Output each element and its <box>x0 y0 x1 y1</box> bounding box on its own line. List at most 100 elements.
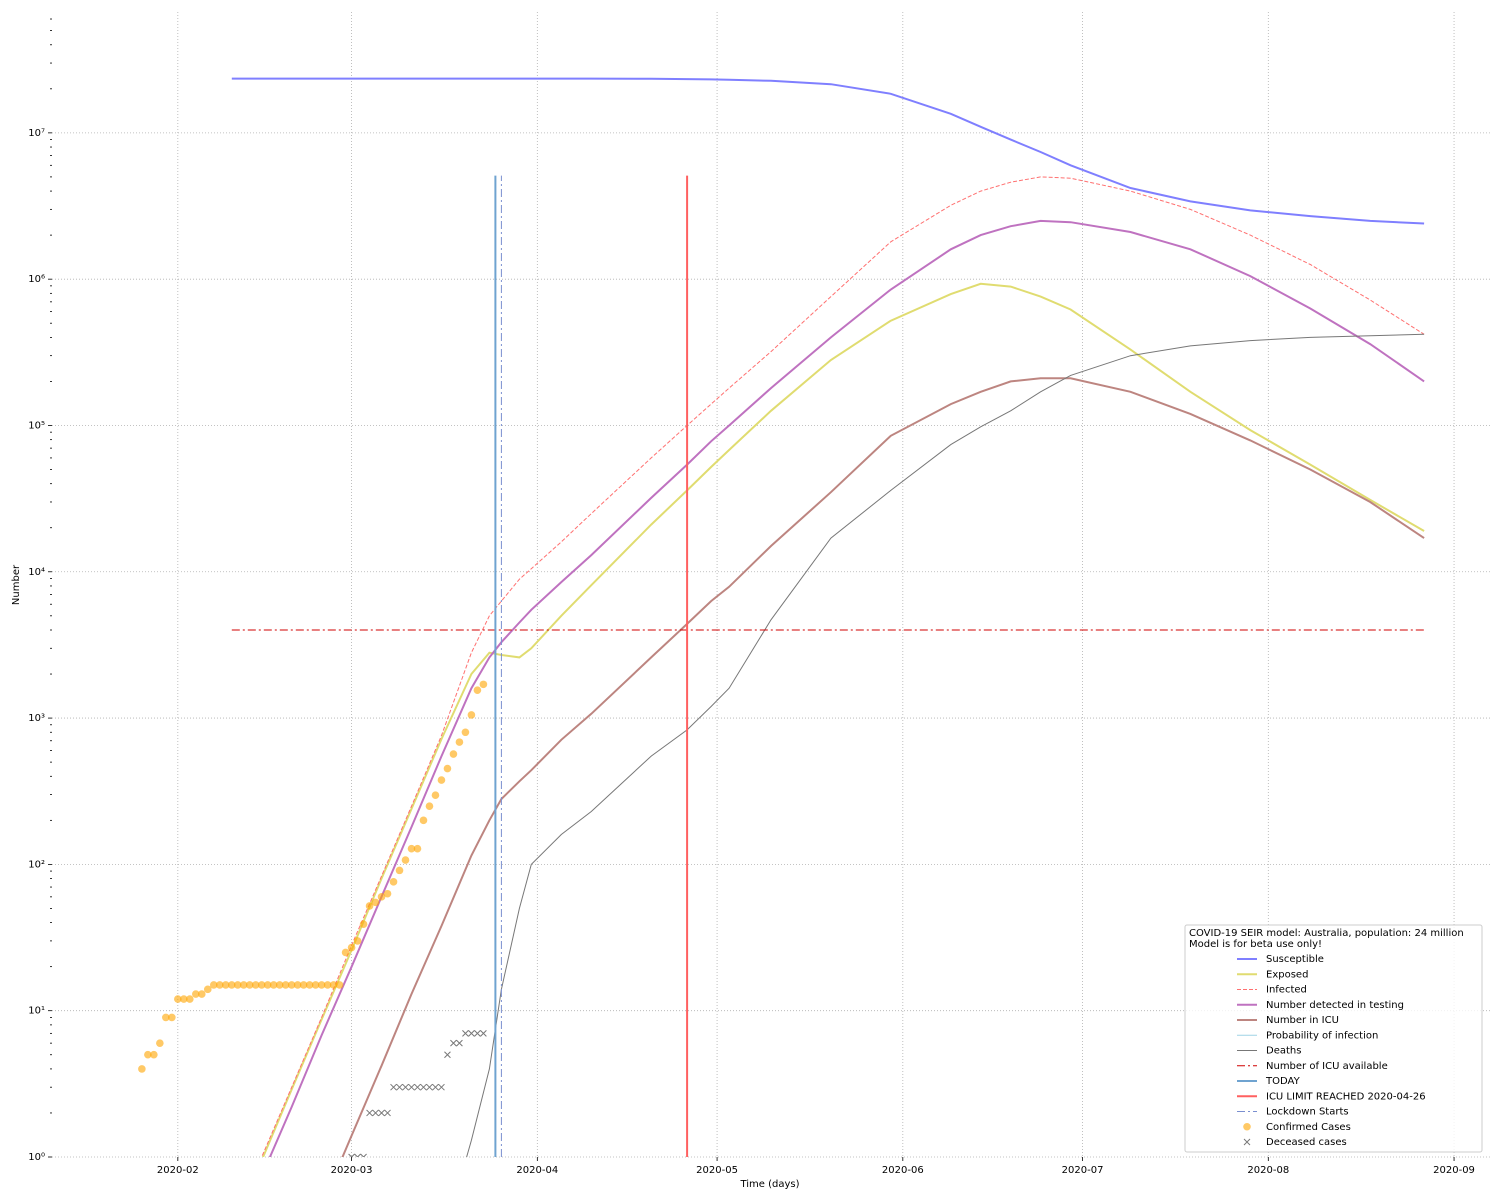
marker <box>462 1030 469 1037</box>
legend-label: Number of ICU available <box>1266 1061 1388 1072</box>
marker <box>407 844 416 853</box>
marker <box>461 728 470 737</box>
legend-label: Probability of infection <box>1266 1030 1378 1041</box>
y-tick-label: 10⁶ <box>28 274 45 285</box>
marker <box>299 981 308 989</box>
marker <box>455 738 464 746</box>
legend-label: Number detected in testing <box>1266 1000 1404 1011</box>
marker <box>389 878 398 886</box>
marker <box>479 680 488 689</box>
marker <box>174 995 182 1003</box>
marker <box>408 1083 415 1091</box>
marker <box>402 1083 409 1091</box>
marker <box>329 981 338 989</box>
marker <box>395 866 404 875</box>
marker <box>366 1109 373 1117</box>
axes: 10⁰ 10¹ 10² 10³ 10⁴ 10⁵ 10⁶ 10⁷ 2020-02 2020-03 20… <box>28 18 1475 1176</box>
marker <box>378 1109 385 1117</box>
marker <box>425 802 434 810</box>
marker <box>371 898 380 907</box>
marker <box>180 995 188 1003</box>
marker <box>360 1153 367 1157</box>
legend-subtitle: Model is for beta use only! <box>1189 939 1322 950</box>
legend-label: Infected <box>1266 985 1307 996</box>
marker <box>365 902 374 910</box>
marker <box>450 1039 457 1047</box>
marker <box>449 750 458 758</box>
plot-area <box>138 77 1425 1157</box>
x-tick-label: 2020-04 <box>516 1165 558 1176</box>
legend-box <box>1184 924 1483 1153</box>
marker <box>209 981 218 989</box>
marker <box>347 943 356 952</box>
marker <box>426 1083 433 1091</box>
x-axis-label: Time (days) <box>739 1179 799 1190</box>
marker <box>377 893 386 901</box>
marker <box>317 981 326 989</box>
marker <box>474 1030 481 1037</box>
y-tick-label: 10³ <box>28 713 45 724</box>
marker <box>432 1083 439 1091</box>
y-tick-label: 10² <box>28 859 45 870</box>
legend-label: Deceased cases <box>1266 1137 1347 1148</box>
legend-label: Deaths <box>1266 1046 1301 1057</box>
marker <box>162 1013 170 1022</box>
marker <box>197 990 206 998</box>
marker <box>186 995 194 1003</box>
marker <box>168 1013 176 1022</box>
legend-label: Number in ICU <box>1266 1015 1339 1026</box>
legend-label: ICU LIMIT REACHED 2020-04-26 <box>1266 1091 1426 1102</box>
marker <box>305 981 314 989</box>
marker <box>239 981 248 989</box>
legend-label: Susceptible <box>1266 954 1324 965</box>
marker <box>396 1083 403 1091</box>
marker <box>348 1153 355 1157</box>
legend: COVID-19 SEIR model: Australia, populati… <box>1184 924 1483 1153</box>
marker <box>215 981 224 989</box>
marker <box>335 981 344 989</box>
y-tick-label: 10⁷ <box>28 128 45 139</box>
legend-marker <box>1243 1122 1251 1131</box>
marker <box>413 844 422 853</box>
series-line <box>231 77 1425 225</box>
marker <box>275 981 284 989</box>
marker <box>156 1039 164 1047</box>
x-tick-label: 2020-09 <box>1433 1165 1475 1176</box>
marker <box>257 981 266 989</box>
marker <box>437 776 446 784</box>
y-tick-label: 10¹ <box>28 1006 45 1017</box>
marker <box>383 889 392 898</box>
marker <box>192 990 200 998</box>
marker <box>354 1153 361 1157</box>
marker <box>431 791 440 800</box>
marker <box>287 981 296 989</box>
marker <box>390 1083 397 1091</box>
marker <box>444 1051 451 1059</box>
marker <box>281 981 290 989</box>
legend-label: TODAY <box>1265 1076 1301 1087</box>
marker <box>372 1109 379 1117</box>
marker <box>353 937 362 945</box>
marker <box>473 686 482 695</box>
marker <box>323 981 332 989</box>
marker <box>443 764 452 773</box>
marker <box>203 985 212 994</box>
marker <box>245 981 254 989</box>
legend-label: Exposed <box>1266 969 1308 980</box>
y-tick-label: 10⁰ <box>28 1152 45 1163</box>
marker <box>438 1083 445 1091</box>
marker <box>359 920 368 929</box>
marker <box>263 981 272 989</box>
legend-marker <box>1243 1138 1251 1146</box>
marker <box>233 981 242 989</box>
legend-label: Lockdown Starts <box>1266 1107 1349 1118</box>
x-tick-label: 2020-08 <box>1247 1165 1289 1176</box>
marker <box>138 1065 146 1073</box>
marker <box>269 981 278 989</box>
y-axis-label: Number <box>11 564 22 605</box>
x-tick-label: 2020-07 <box>1062 1165 1104 1176</box>
marker <box>144 1050 152 1059</box>
marker <box>251 981 260 989</box>
